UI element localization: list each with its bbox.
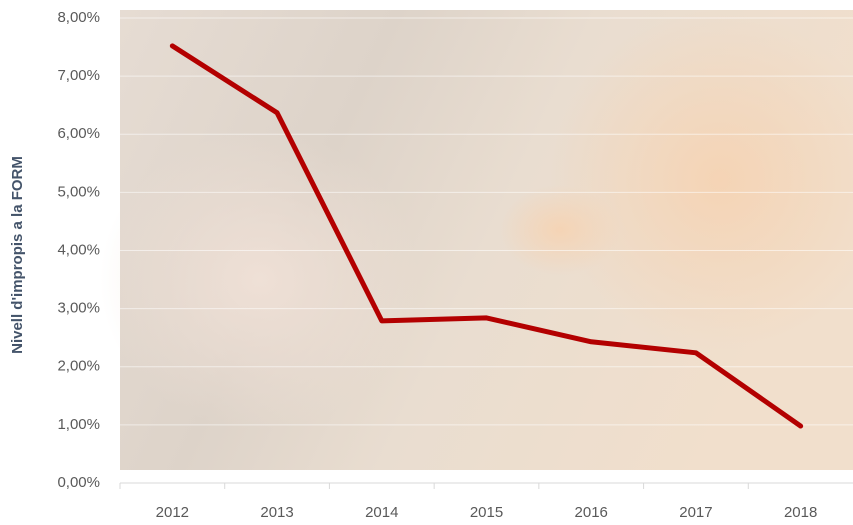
x-tick-label: 2015 bbox=[470, 504, 503, 521]
y-tick-label: 5,00% bbox=[57, 183, 100, 200]
y-axis-title: Nivell d'impropis a la FORM bbox=[9, 156, 26, 354]
y-tick-label: 1,00% bbox=[57, 416, 100, 433]
x-tick-label: 2016 bbox=[575, 504, 608, 521]
data-line bbox=[169, 43, 804, 429]
y-tick-label: 8,00% bbox=[57, 9, 100, 26]
x-tick-label: 2018 bbox=[784, 504, 817, 521]
y-tick-label: 7,00% bbox=[57, 67, 100, 84]
y-tick-label: 6,00% bbox=[57, 125, 100, 142]
x-tick-label: 2012 bbox=[156, 504, 189, 521]
y-tick-label: 2,00% bbox=[57, 358, 100, 375]
y-tick-label: 0,00% bbox=[57, 474, 100, 491]
y-tick-label: 4,00% bbox=[57, 241, 100, 258]
x-tick-label: 2017 bbox=[679, 504, 712, 521]
y-tick-label: 3,00% bbox=[57, 300, 100, 317]
background-photo bbox=[100, 10, 853, 470]
x-tick-label: 2013 bbox=[260, 504, 293, 521]
x-tick-label: 2014 bbox=[365, 504, 398, 521]
